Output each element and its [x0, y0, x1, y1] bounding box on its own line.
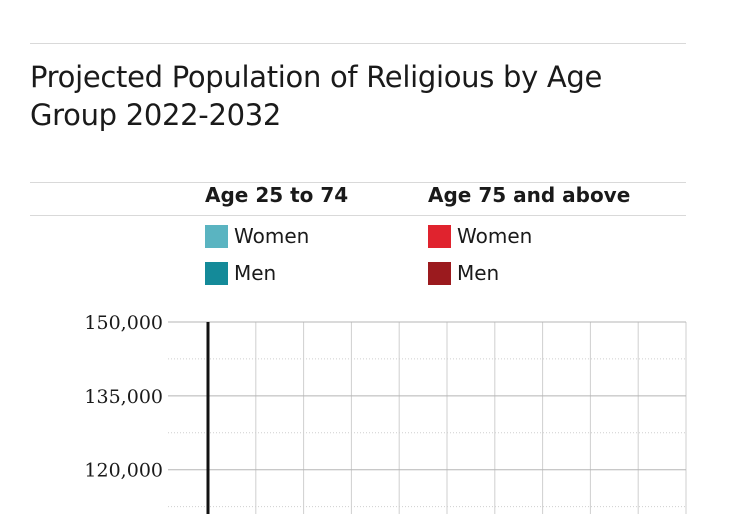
legend-label-25-74-men: Men	[234, 261, 277, 285]
y-tick-label: 135,000	[84, 386, 163, 408]
legend-heading-age-75-above: Age 75 and above	[428, 183, 631, 207]
swatch-75-above-women	[428, 224, 451, 248]
y-tick-label: 120,000	[84, 460, 163, 482]
swatch-25-74-men	[205, 261, 228, 285]
chart-title: Projected Population of Religious by Age…	[30, 60, 603, 132]
legend-label-75-above-men: Men	[457, 261, 500, 285]
legend-item-25-74-women: Women	[205, 224, 309, 248]
chart-plot: 150,000 135,000 120,000	[84, 312, 687, 514]
legend-top-rule	[30, 182, 686, 183]
legend-heading-age-25-74: Age 25 to 74	[205, 183, 349, 207]
grid	[168, 321, 687, 514]
swatch-75-above-men	[428, 261, 451, 285]
y-axis-ticks: 150,000 135,000 120,000	[84, 312, 163, 482]
top-rule	[30, 43, 686, 44]
legend-label-25-74-women: Women	[234, 224, 310, 248]
legend-item-75-above-men: Men	[428, 261, 499, 285]
legend-item-25-74-men: Men	[205, 261, 276, 285]
legend-head-rule	[30, 215, 686, 216]
y-tick-label: 150,000	[84, 312, 163, 334]
swatch-25-74-women	[205, 224, 228, 248]
legend-label-75-above-women: Women	[457, 224, 533, 248]
legend-item-75-above-women: Women	[428, 224, 532, 248]
